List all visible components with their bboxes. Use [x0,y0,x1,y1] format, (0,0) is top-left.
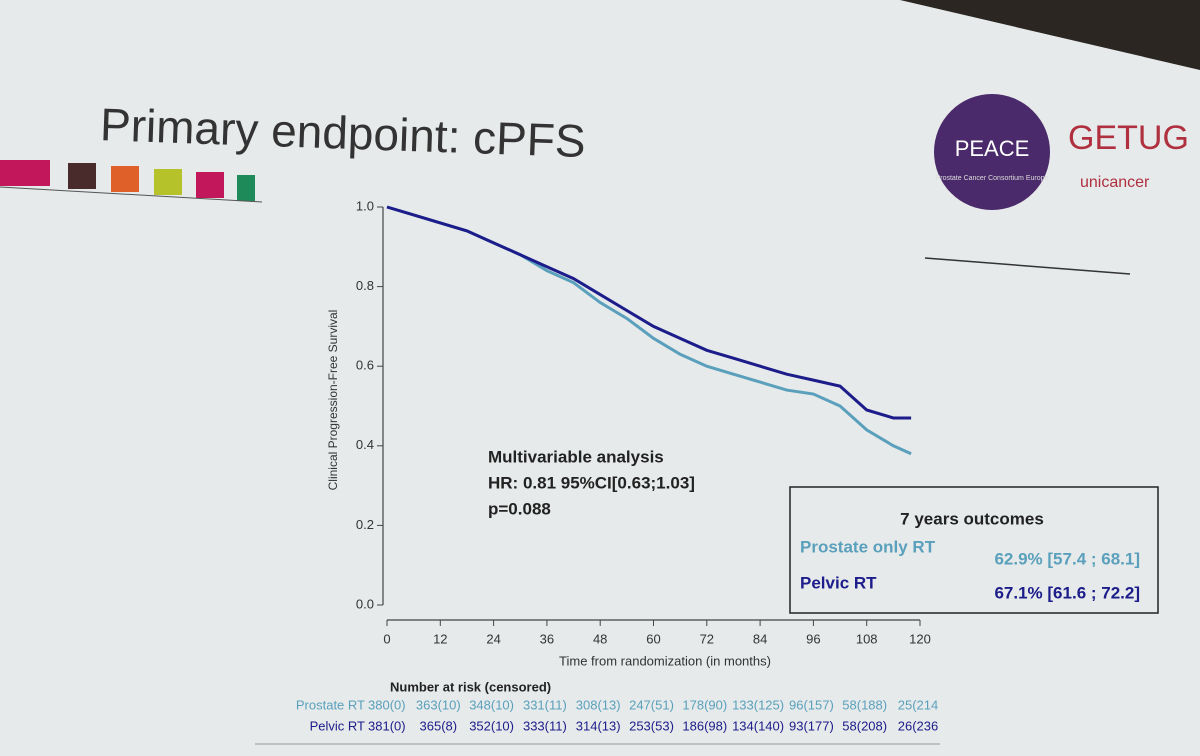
y-tick-label: 1.0 [356,198,374,213]
x-tick-label: 36 [540,631,554,646]
divider [924,257,1131,275]
risk-cell: 26(236 [898,718,938,733]
x-tick-label: 48 [593,631,607,646]
y-tick-label: 0.8 [356,278,374,293]
risk-cell: 178(90) [682,697,727,712]
annotation: Multivariable analysis [488,447,664,466]
risk-cell: 333(11) [523,718,567,733]
peace-text: PEACE [955,136,1030,161]
x-tick-label: 96 [806,631,820,646]
risk-cell: 58(208) [842,718,887,733]
color-bar-strip [0,160,263,203]
risk-cell: 331(11) [523,697,567,712]
risk-cell: 363(10) [416,697,461,712]
getug-text: GETUG [1068,119,1189,157]
x-tick-label: 84 [753,631,767,646]
outcomes-name: Pelvic RT [800,573,877,592]
risk-cell: 348(10) [469,697,514,712]
risk-cell: 96(157) [789,697,834,712]
risk-cell: 93(177) [789,718,834,733]
x-tick-label: 72 [700,631,714,646]
risk-cell: 133(125) [732,697,784,712]
risk-cell: 58(188) [842,697,887,712]
outcomes-value: 67.1% [61.6 ; 72.2] [994,583,1140,602]
x-tick-label: 24 [486,631,500,646]
x-tick-label: 0 [383,631,390,646]
y-tick-label: 0.0 [356,596,374,611]
risk-cell: 134(140) [732,718,784,733]
risk-table-title: Number at risk (censored) [390,679,551,694]
risk-row-label: Pelvic RT [310,718,365,733]
risk-cell: 25(214 [898,697,938,712]
x-axis-label: Time from randomization (in months) [559,653,771,668]
risk-cell: 308(13) [576,697,621,712]
risk-cell: 253(53) [629,718,674,733]
risk-cell: 247(51) [629,697,674,712]
risk-cell: 380(0) [368,697,406,712]
x-tick-label: 120 [909,631,931,646]
risk-cell: 314(13) [576,718,621,733]
unicancer-text: unicancer [1080,174,1150,191]
y-axis-label: Clinical Progression-Free Survival [326,310,340,491]
y-tick-label: 0.6 [356,358,374,373]
outcomes-value: 62.9% [57.4 ; 68.1] [994,549,1140,568]
peace-subtext: Prostate Cancer Consortium Europe [936,175,1049,182]
x-tick-label: 60 [646,631,660,646]
annotation: HR: 0.81 95%CI[0.63;1.03] [488,473,695,492]
x-tick-label: 12 [433,631,447,646]
outcomes-name: Prostate only RT [800,537,936,556]
peace-logo [934,94,1050,210]
y-tick-label: 0.2 [356,517,374,532]
risk-cell: 186(98) [682,718,727,733]
risk-cell: 381(0) [368,718,406,733]
risk-row-label: Prostate RT [296,697,365,712]
y-tick-label: 0.4 [356,437,374,452]
annotation: p=0.088 [488,499,551,518]
outcomes-title: 7 years outcomes [900,509,1044,528]
outcomes-box [789,486,1159,614]
risk-cell: 352(10) [469,718,514,733]
x-tick-label: 108 [856,631,878,646]
survival-curve [386,205,912,420]
risk-cell: 365(8) [420,718,458,733]
